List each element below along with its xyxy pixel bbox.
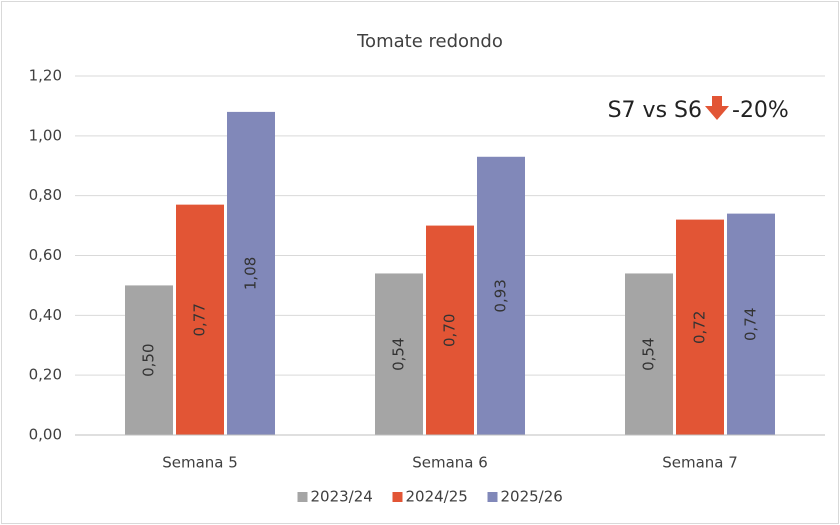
legend-swatch <box>392 492 403 502</box>
legend-label: 2023/24 <box>311 488 373 506</box>
bar <box>176 204 224 435</box>
data-label: 0,54 <box>390 338 408 371</box>
y-tick-label: 1,00 <box>29 126 62 144</box>
bar <box>625 273 673 435</box>
x-tick-label: Semana 6 <box>412 454 488 472</box>
y-tick-label: 0,40 <box>29 306 62 324</box>
bar <box>477 156 525 435</box>
data-label: 0,93 <box>492 279 510 312</box>
data-label: 1,08 <box>242 257 260 290</box>
legend-label: 2025/26 <box>501 488 563 506</box>
bar <box>426 225 474 435</box>
data-label: 0,77 <box>191 303 209 336</box>
y-tick-label: 0,60 <box>29 246 62 264</box>
legend-swatch <box>297 492 308 502</box>
bar <box>125 285 173 435</box>
data-label: 0,74 <box>742 308 760 341</box>
data-label: 0,50 <box>140 344 158 377</box>
chart-title: Tomate redondo <box>356 31 503 52</box>
y-tick-label: 0,00 <box>29 426 62 444</box>
bar <box>227 111 275 436</box>
data-label: 0,72 <box>691 311 709 344</box>
down-arrow-icon <box>705 96 729 120</box>
bar <box>727 213 775 435</box>
annotation: S7 vs S6 <box>608 98 702 123</box>
y-tick-label: 1,20 <box>29 67 62 85</box>
data-label: 0,70 <box>441 314 459 347</box>
x-tick-label: Semana 5 <box>162 454 238 472</box>
data-label: 0,54 <box>640 338 658 371</box>
y-tick-label: 0,80 <box>29 186 62 204</box>
legend-swatch <box>487 492 498 502</box>
bar <box>375 273 423 435</box>
annotation: -20% <box>732 98 789 123</box>
legend-label: 2024/25 <box>406 488 468 506</box>
bar <box>676 219 724 435</box>
x-tick-label: Semana 7 <box>662 454 738 472</box>
y-tick-label: 0,20 <box>29 366 62 384</box>
